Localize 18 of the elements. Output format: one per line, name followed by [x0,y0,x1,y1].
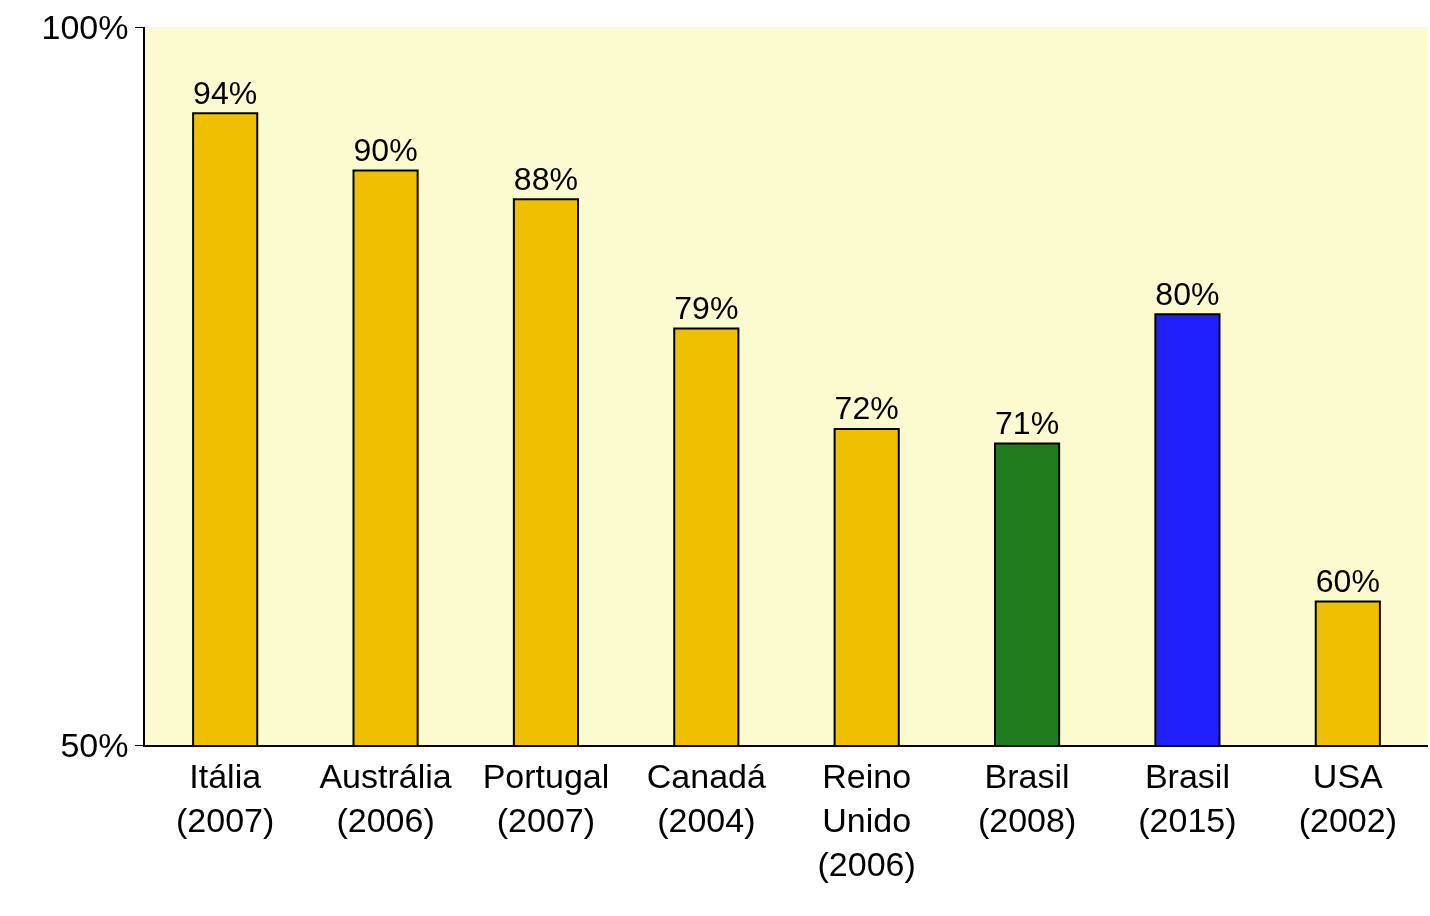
x-tick-label: USA (2002) [1298,756,1397,839]
data-label: 88% [513,160,578,197]
data-label: 71% [995,404,1060,441]
data-label: 90% [353,132,418,168]
data-label: 72% [834,390,899,427]
x-tick-label: Itália (2007) [176,756,275,839]
y-tick-label: 50% [60,725,129,764]
x-tick-label: Brasil (2015) [1138,756,1237,839]
data-label: 60% [1315,562,1380,599]
x-tick-label: Reino Unido (2006) [817,756,916,883]
x-tick-label: Canadá (2004) [646,756,766,839]
data-label: 94% [193,74,258,111]
x-tick-label: Portugal (2007) [482,756,610,839]
y-tick-label: 100% [41,7,129,46]
data-label: 80% [1155,275,1220,312]
data-label: 79% [674,289,739,326]
x-tick-label: Brasil (2008) [977,756,1077,839]
x-tick-label: Austrália (2006) [319,756,452,839]
